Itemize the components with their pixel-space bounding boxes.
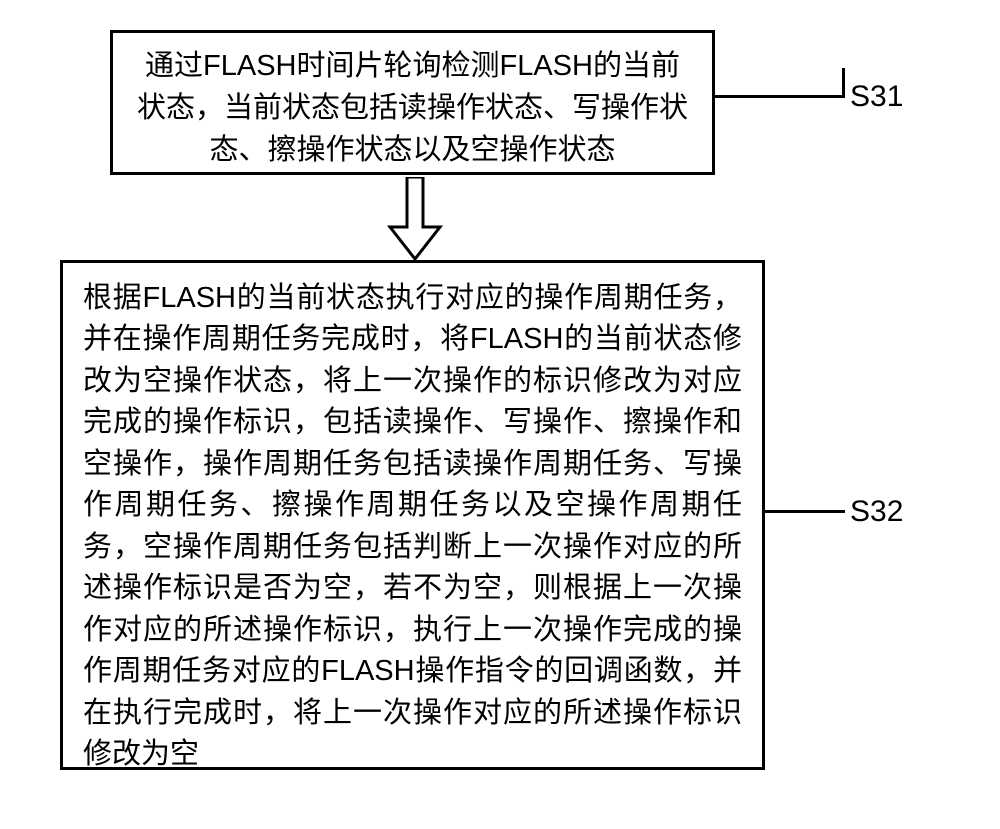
flowchart-node-2: 根据FLASH的当前状态执行对应的操作周期任务，并在操作周期任务完成时，将FLA…: [60, 260, 765, 770]
arrow-down-icon: [385, 177, 445, 262]
flowchart-container: 通过FLASH时间片轮询检测FLASH的当前状态，当前状态包括读操作状态、写操作…: [0, 0, 1000, 829]
connector-line-2: [765, 510, 845, 513]
step-label-s32: S32: [850, 495, 903, 529]
flowchart-node-1: 通过FLASH时间片轮询检测FLASH的当前状态，当前状态包括读操作状态、写操作…: [110, 30, 715, 175]
flow-arrow-down: [385, 177, 445, 267]
node-2-text: 根据FLASH的当前状态执行对应的操作周期任务，并在操作周期任务完成时，将FLA…: [83, 282, 742, 770]
step-label-s31: S31: [850, 80, 903, 114]
connector-line-1: [715, 95, 845, 98]
node-1-text: 通过FLASH时间片轮询检测FLASH的当前状态，当前状态包括读操作状态、写操作…: [137, 50, 688, 166]
